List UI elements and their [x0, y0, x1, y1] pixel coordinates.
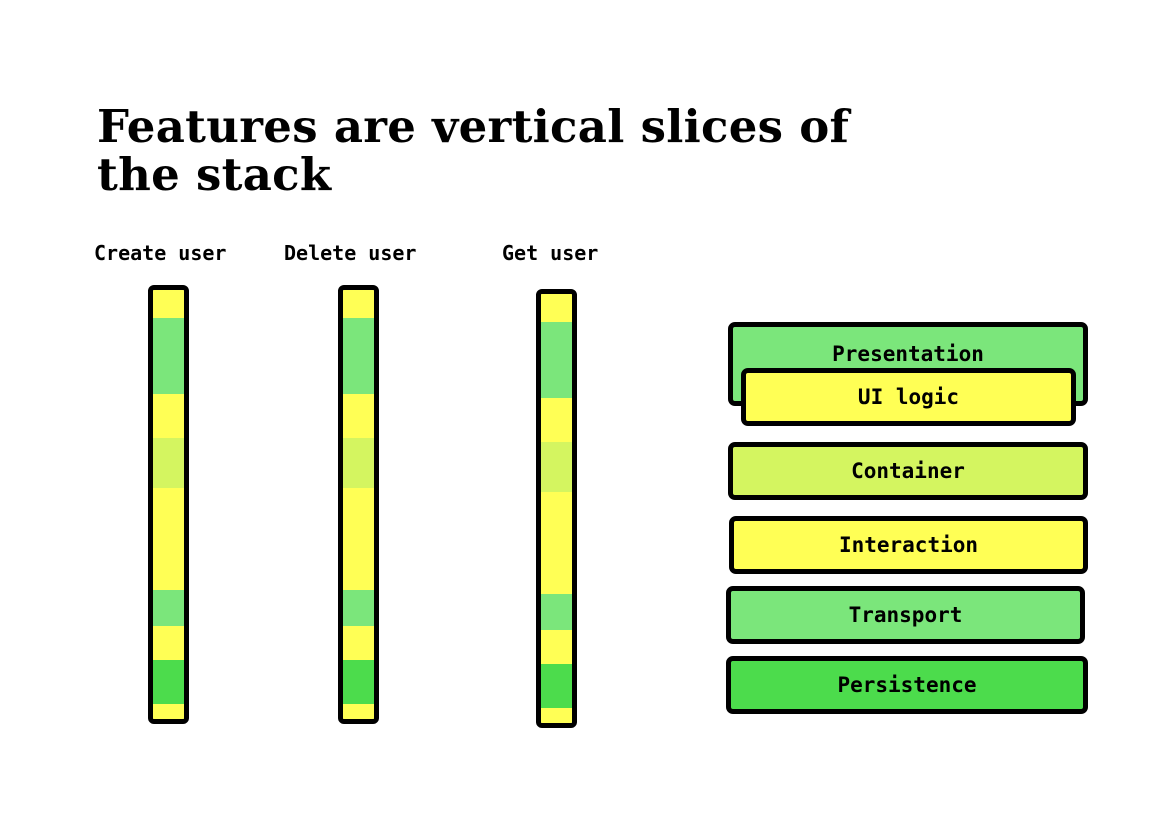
slice-segment-persistence: [541, 664, 572, 708]
slice-segment-presentation: [541, 322, 572, 398]
slice-segment-ui-logic: [541, 708, 572, 723]
layer-container: Container: [728, 442, 1088, 500]
feature-label-create-user: Create user: [94, 241, 227, 265]
slice-segment-ui-logic: [541, 294, 572, 322]
slice-segment-transport: [153, 590, 184, 626]
slice-segment-persistence: [153, 660, 184, 704]
slice-delete-user: [338, 285, 379, 724]
slice-segment-transport: [343, 590, 374, 626]
slice-segment-ui-logic: [343, 626, 374, 660]
layer-persistence: Persistence: [726, 656, 1088, 714]
slice-segment-ui-logic: [541, 398, 572, 442]
slice-segment-interaction: [343, 488, 374, 590]
slice-get-user: [536, 289, 577, 728]
slice-segment-transport: [541, 594, 572, 630]
slice-segment-ui-logic: [541, 630, 572, 664]
slice-segment-persistence: [343, 660, 374, 704]
slice-segment-container: [153, 438, 184, 488]
slice-segment-ui-logic: [153, 394, 184, 438]
slice-segment-ui-logic: [153, 626, 184, 660]
feature-label-get-user: Get user: [502, 241, 599, 265]
layer-ui-logic: UI logic: [741, 368, 1076, 426]
slice-segment-presentation: [153, 318, 184, 394]
slice-create-user: [148, 285, 189, 724]
slice-segment-interaction: [153, 488, 184, 590]
slice-segment-ui-logic: [153, 290, 184, 318]
slice-segment-ui-logic: [343, 290, 374, 318]
slice-segment-container: [541, 442, 572, 492]
layer-interaction: Interaction: [729, 516, 1088, 574]
slice-segment-container: [343, 438, 374, 488]
slice-segment-presentation: [343, 318, 374, 394]
slice-segment-ui-logic: [343, 704, 374, 719]
slice-segment-ui-logic: [343, 394, 374, 438]
page-title: Features are vertical slices of the stac…: [97, 100, 850, 201]
slice-segment-ui-logic: [153, 704, 184, 719]
feature-label-delete-user: Delete user: [284, 241, 417, 265]
layer-transport: Transport: [726, 586, 1085, 644]
slice-segment-interaction: [541, 492, 572, 594]
